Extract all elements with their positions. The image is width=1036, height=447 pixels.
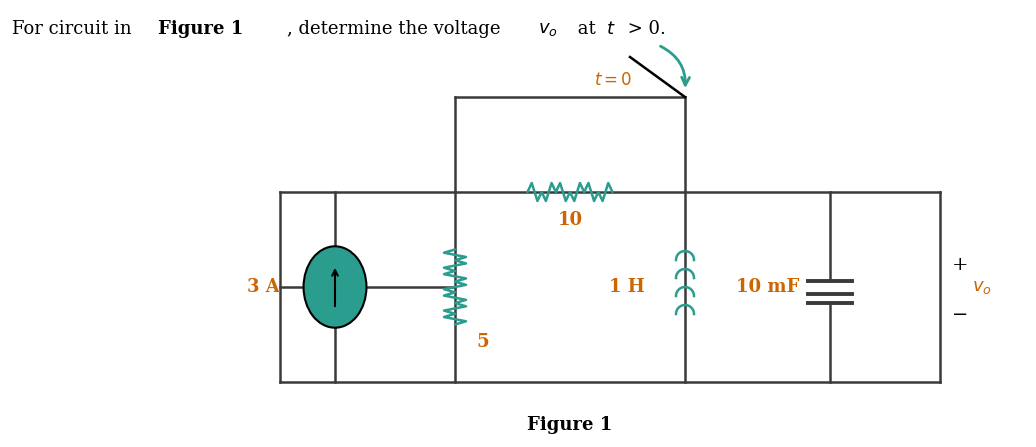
Text: 10 mF: 10 mF [737,278,800,296]
Text: −: − [952,306,969,324]
Text: 5: 5 [477,333,489,351]
Text: $v_o$: $v_o$ [972,278,991,296]
Text: $t = 0$: $t = 0$ [594,72,632,89]
Ellipse shape [304,246,367,328]
Text: $v_o$: $v_o$ [538,20,557,38]
Text: 3 A: 3 A [247,278,280,296]
Text: > 0.: > 0. [622,20,666,38]
Text: 1 H: 1 H [609,278,644,296]
Text: Figure 1: Figure 1 [527,416,612,434]
Text: $t$: $t$ [606,20,615,38]
Text: +: + [952,256,969,274]
FancyArrowPatch shape [661,46,690,85]
Text: Figure 1: Figure 1 [159,20,243,38]
Text: 10: 10 [557,211,582,229]
Text: For circuit in: For circuit in [12,20,138,38]
Text: , determine the voltage: , determine the voltage [287,20,507,38]
Text: at: at [572,20,602,38]
